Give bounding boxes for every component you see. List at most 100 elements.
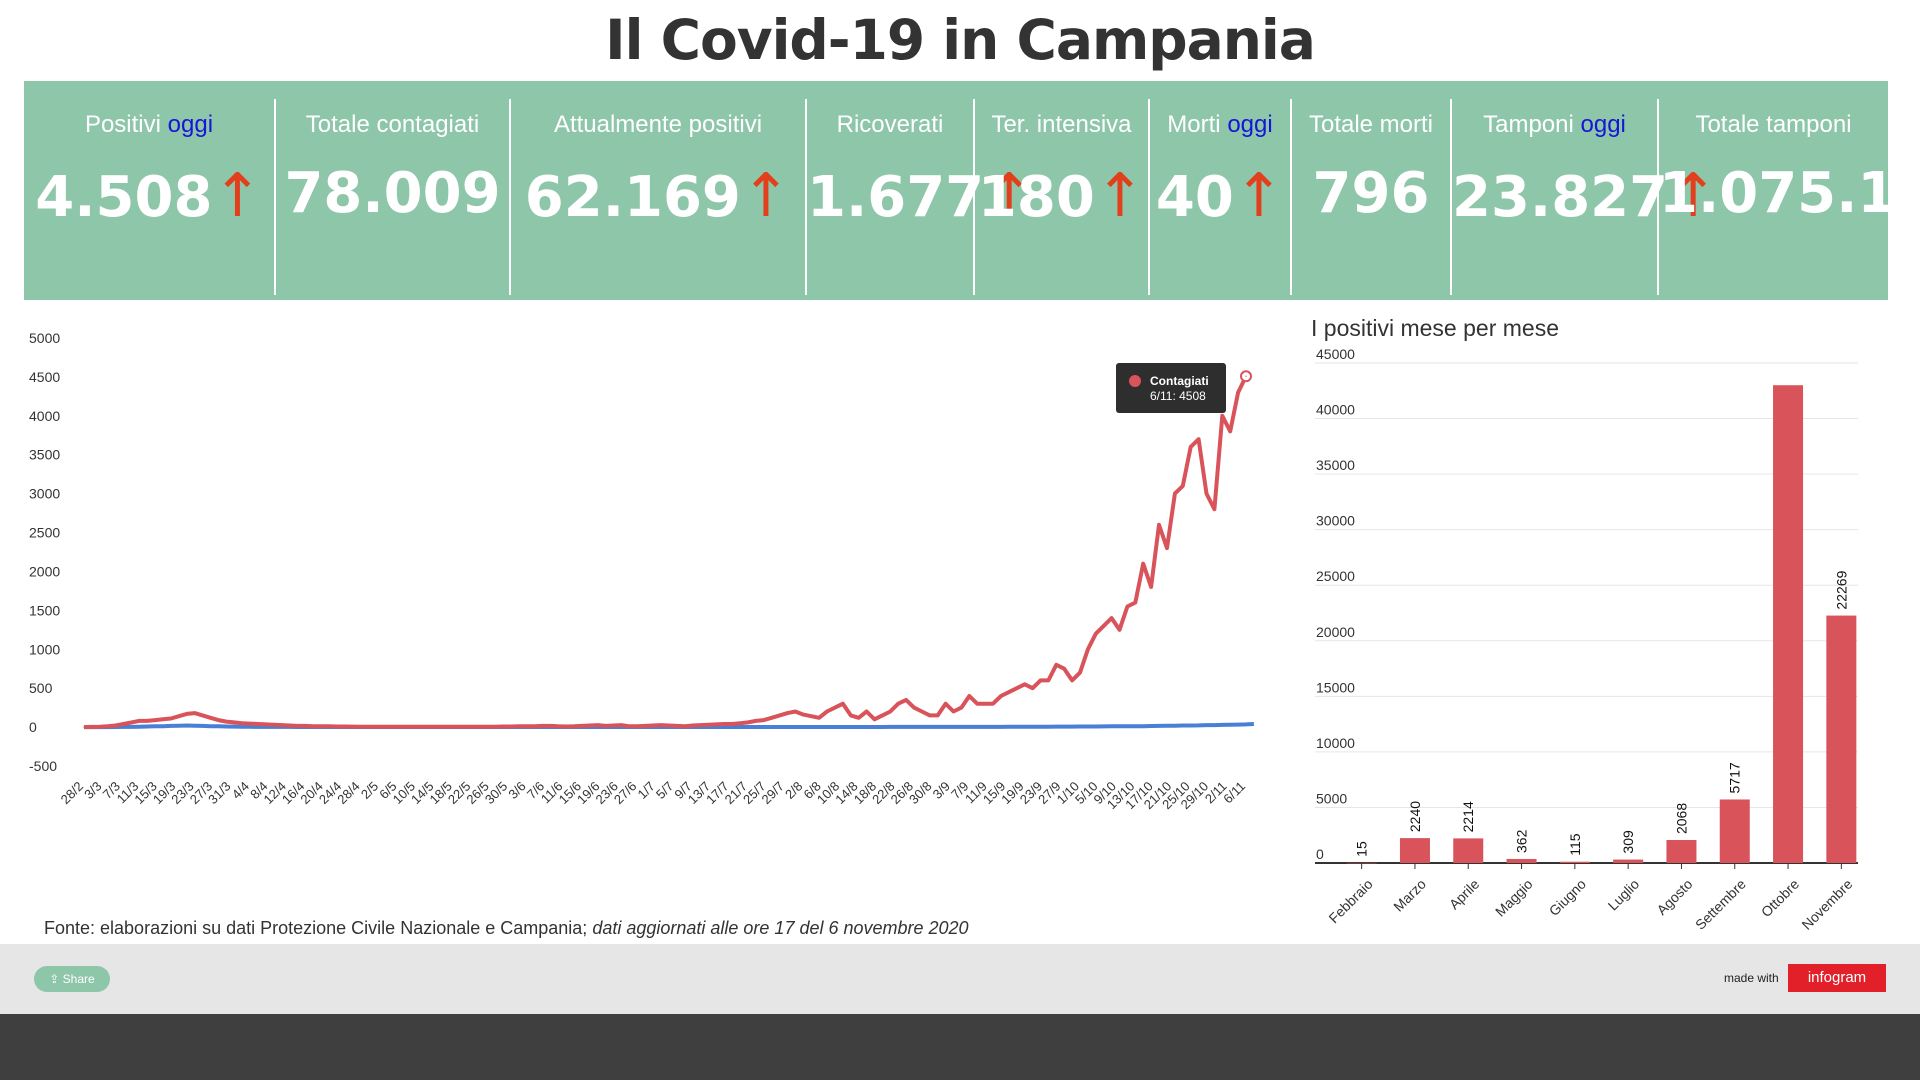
data-point bbox=[470, 726, 472, 728]
data-point bbox=[265, 723, 267, 725]
data-point bbox=[842, 703, 844, 705]
daily-line-chart[interactable]: 5000 4500 4000 3500 3000 2500 2000 1500 1000 500 0… bbox=[24, 315, 1284, 912]
data-point bbox=[138, 720, 140, 722]
stat-1: Totale contagiati 78.009 bbox=[276, 81, 509, 300]
data-point bbox=[130, 721, 133, 724]
data-point bbox=[91, 726, 93, 728]
data-point bbox=[952, 710, 955, 713]
data-point bbox=[699, 724, 702, 726]
data-point bbox=[423, 726, 425, 728]
stat-label-text: Totale morti bbox=[1308, 111, 1434, 138]
stat-label-text: Totale tamponi bbox=[1695, 111, 1852, 138]
stat-divider bbox=[1450, 99, 1452, 295]
data-point bbox=[201, 714, 204, 717]
data-point bbox=[779, 714, 781, 717]
bar bbox=[1826, 615, 1857, 863]
stat-label-text: Attualmente positivi bbox=[553, 111, 763, 138]
bar-value-label: 309 bbox=[1620, 830, 1636, 854]
stat-value: 1.075.131 bbox=[1659, 161, 1920, 226]
category-label: Marzo bbox=[1390, 876, 1429, 915]
data-point bbox=[937, 714, 939, 717]
stat-value-text: 4.508 bbox=[35, 165, 213, 230]
data-point bbox=[771, 717, 773, 719]
data-point bbox=[1095, 633, 1097, 635]
data-point bbox=[399, 726, 401, 728]
up-arrow-icon: ↑ bbox=[212, 161, 263, 231]
data-point bbox=[881, 714, 883, 717]
stat-label-text: Morti bbox=[1167, 111, 1221, 138]
share-button[interactable]: ⇪ Share bbox=[34, 966, 110, 992]
bar-chart-title: I positivi mese per mese bbox=[1311, 315, 1559, 341]
data-point bbox=[850, 714, 852, 717]
bar-chart-svg[interactable]: I positivi mese per mese 45000 40000 35000 3… bbox=[1300, 310, 1900, 933]
tooltip-value: 6/11: 4508 bbox=[1150, 389, 1206, 403]
data-point bbox=[1039, 679, 1042, 681]
data-point bbox=[1055, 664, 1057, 666]
data-point bbox=[447, 726, 449, 728]
stat-5: Morti oggi 40↑ bbox=[1150, 81, 1290, 300]
stat-label: Positivi oggi bbox=[24, 111, 274, 139]
data-point bbox=[1047, 679, 1049, 681]
monthly-bar-chart[interactable]: I positivi mese per mese 45000 40000 35000 3… bbox=[1300, 310, 1900, 933]
data-point bbox=[281, 724, 283, 726]
data-point bbox=[1134, 601, 1136, 604]
stat-value: 40↑ bbox=[1150, 161, 1290, 231]
y-tick-label: 25000 bbox=[1316, 568, 1355, 584]
data-point bbox=[557, 725, 559, 727]
y-tick-label: 500 bbox=[29, 680, 53, 696]
bar-value-label: 362 bbox=[1514, 829, 1530, 853]
data-point bbox=[1079, 672, 1081, 674]
y-tick-label: 2000 bbox=[29, 563, 60, 579]
line-chart-svg[interactable]: 5000450040003500300025002000150010005000… bbox=[24, 315, 1284, 912]
bar-value-label: 15 bbox=[1354, 841, 1370, 857]
infogram-logo[interactable]: infogram bbox=[1788, 964, 1886, 992]
data-point bbox=[99, 726, 101, 728]
stat-label-text: Tamponi bbox=[1483, 111, 1574, 138]
data-point bbox=[755, 720, 757, 722]
data-point bbox=[565, 725, 567, 728]
stat-value-text: 23.827 bbox=[1452, 165, 1669, 230]
data-point bbox=[589, 724, 591, 727]
data-point bbox=[1237, 391, 1239, 394]
stat-oggi: oggi bbox=[1227, 111, 1273, 138]
data-point bbox=[1182, 485, 1184, 487]
share-icon: ⇪ bbox=[49, 972, 63, 986]
data-point bbox=[668, 724, 670, 727]
bar-value-label: 115 bbox=[1567, 833, 1583, 856]
data-point bbox=[834, 707, 836, 709]
y-tick-label: 35000 bbox=[1316, 457, 1355, 473]
y-tick-label: 45000 bbox=[1316, 346, 1355, 362]
stat-value-text: 1.075.131 bbox=[1659, 161, 1920, 226]
data-point bbox=[1000, 695, 1002, 697]
data-point bbox=[707, 724, 710, 726]
data-point bbox=[644, 725, 646, 727]
stat-label: Tamponi oggi bbox=[1452, 111, 1657, 139]
y-tick-label: 1000 bbox=[29, 641, 60, 657]
page-title: Il Covid-19 in Campania bbox=[605, 8, 1316, 72]
bar-value-label: 22269 bbox=[1833, 570, 1849, 609]
stat-divider bbox=[1290, 99, 1292, 295]
bar bbox=[1719, 799, 1750, 863]
stat-value-text: 62.169 bbox=[524, 165, 741, 230]
data-point bbox=[984, 703, 986, 705]
data-point bbox=[162, 718, 164, 720]
y-tick-label: 40000 bbox=[1316, 402, 1355, 418]
data-point bbox=[715, 723, 717, 725]
made-with-label: made with bbox=[1724, 971, 1779, 985]
y-tick-label: 4500 bbox=[29, 369, 60, 385]
stat-label-text: Positivi bbox=[84, 111, 161, 138]
data-point bbox=[1190, 446, 1192, 448]
data-point bbox=[115, 724, 117, 727]
data-point bbox=[968, 695, 970, 697]
data-point bbox=[360, 726, 362, 728]
bar bbox=[1773, 385, 1804, 863]
stat-label: Ricoverati bbox=[807, 111, 973, 139]
stat-oggi: oggi bbox=[167, 111, 214, 138]
data-point bbox=[1126, 605, 1129, 608]
data-point bbox=[273, 724, 275, 726]
data-point bbox=[945, 703, 947, 705]
data-point bbox=[976, 703, 978, 705]
data-point bbox=[178, 715, 180, 717]
data-point bbox=[257, 723, 259, 725]
y-tick-label: 10000 bbox=[1316, 735, 1355, 751]
